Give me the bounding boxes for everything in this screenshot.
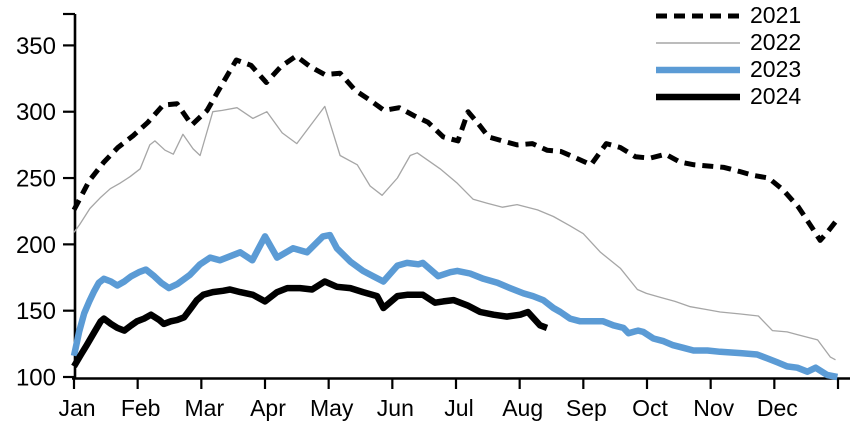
legend-label-2022: 2022 [750, 29, 802, 55]
y-tick-label: 200 [16, 232, 56, 259]
x-tick-label: Jul [444, 395, 473, 421]
x-tick-label: Feb [121, 395, 161, 421]
x-tick-label: Oct [632, 395, 668, 421]
x-tick-label: Jun [377, 395, 414, 421]
y-tick-label: 250 [16, 166, 56, 193]
legend-line-sample-2021 [656, 13, 740, 18]
y-tick-label: 150 [16, 298, 56, 325]
chart-legend: 2021 2022 2023 2024 [656, 2, 801, 110]
series-line-2022 [73, 105, 836, 361]
x-tick-label: Jan [58, 395, 95, 421]
x-tick-label: Dec [757, 395, 798, 421]
legend-item-2021: 2021 [656, 2, 801, 29]
legend-line-sample-2022 [656, 41, 740, 44]
y-tick-label: 350 [16, 33, 56, 60]
x-tick-label: Aug [502, 395, 543, 421]
y-tick-label: 100 [16, 365, 56, 392]
legend-line-sample-2023 [656, 66, 740, 73]
series-line-2021 [71, 53, 838, 243]
x-tick-label: Nov [693, 395, 734, 421]
legend-label-2021: 2021 [750, 2, 802, 28]
legend-line-sample-2024 [656, 93, 740, 100]
x-tick-label: Mar [185, 395, 225, 421]
x-tick-label: Sep [566, 395, 607, 421]
legend-item-2022: 2022 [656, 29, 801, 56]
legend-item-2023: 2023 [656, 56, 801, 83]
legend-item-2024: 2024 [656, 83, 801, 110]
legend-label-2023: 2023 [750, 56, 802, 82]
x-tick-label: May [310, 395, 354, 421]
y-tick-label: 300 [16, 99, 56, 126]
x-tick-label: Apr [250, 395, 286, 421]
legend-label-2024: 2024 [750, 83, 802, 109]
series-line-2024 [71, 278, 549, 369]
series-line-2023 [70, 231, 839, 381]
